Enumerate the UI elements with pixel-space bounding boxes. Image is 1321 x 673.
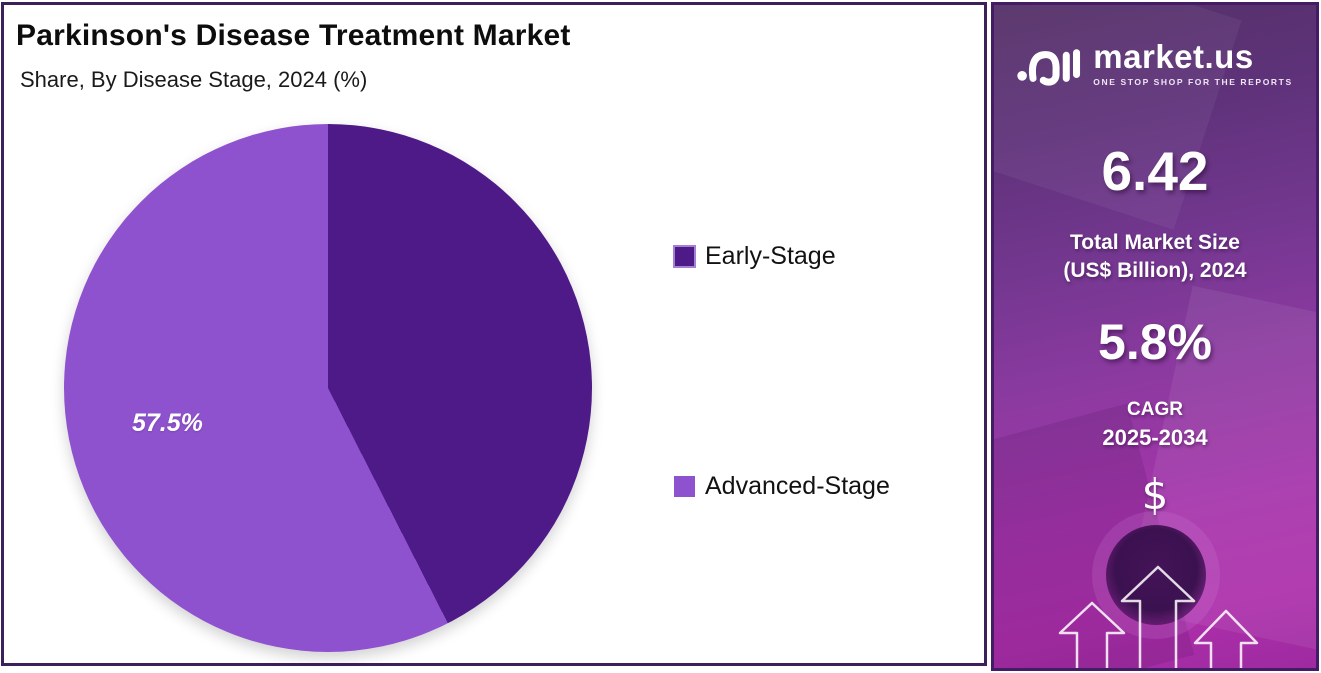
brand-logo: market.us ONE STOP SHOP FOR THE REPORTS (994, 35, 1316, 91)
pie-chart (64, 124, 592, 652)
page-title: Parkinson's Disease Treatment Market (16, 19, 571, 52)
market-size-value: 6.42 (1101, 140, 1209, 202)
coffee-cup-photo (1106, 525, 1206, 625)
legend-item-early-stage: Early-Stage (673, 242, 836, 271)
brand-sidebar: market.us ONE STOP SHOP FOR THE REPORTS … (991, 2, 1319, 671)
cagr-range: 2025-2034 (1102, 425, 1208, 450)
chart-subtitle: Share, By Disease Stage, 2024 (%) (20, 67, 368, 92)
legend-swatch-advanced-stage (674, 476, 695, 497)
chart-panel: Parkinson's Disease Treatment Market Sha… (1, 2, 987, 666)
growth-arrow-right (1193, 609, 1259, 668)
legend-item-advanced-stage: Advanced-Stage (674, 472, 890, 501)
logo-dot (1017, 71, 1028, 81)
market-size-label: Total Market Size (US$ Billion), 2024 (1063, 231, 1247, 283)
dollar-icon: $ (1141, 470, 1169, 519)
growth-arrow-left (1058, 601, 1126, 668)
legend-label: Early-Stage (705, 242, 836, 270)
pie-slice-label: 57.5% (132, 409, 203, 437)
logo-text-block: market.us ONE STOP SHOP FOR THE REPORTS (1093, 40, 1292, 87)
logo-tagline: ONE STOP SHOP FOR THE REPORTS (1093, 76, 1293, 87)
legend-swatch-early-stage (673, 245, 696, 268)
cagr-label: CAGR (1127, 399, 1183, 420)
growth-arrow-middle (1120, 565, 1196, 668)
cagr-value: 5.8% (1098, 314, 1212, 370)
market-us-logo-icon (1017, 49, 1081, 86)
logo-brand-text: market.us (1093, 37, 1254, 75)
growth-arrows-icon (1058, 565, 1259, 668)
legend-label: Advanced-Stage (705, 472, 890, 500)
